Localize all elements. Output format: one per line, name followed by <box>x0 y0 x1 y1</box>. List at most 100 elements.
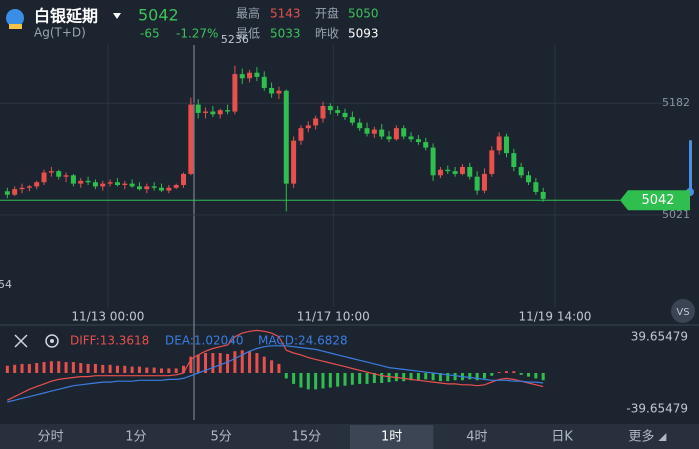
timeframe-tab[interactable]: 日K <box>551 430 573 445</box>
x-tick-label: 11/13 00:00 <box>71 310 144 324</box>
macd-label: MACD:24.6828 <box>258 334 348 348</box>
candle-body <box>467 166 473 177</box>
macd-bar <box>49 361 53 373</box>
timeframe-tab[interactable]: 1时 <box>381 430 402 445</box>
vs-label[interactable]: VS <box>676 307 689 318</box>
macd-bar <box>306 373 310 390</box>
macd-bar <box>504 371 508 373</box>
prev-close-label: 昨收 <box>315 27 339 41</box>
high-label: 最高 <box>236 6 260 21</box>
last-price: 5042 <box>138 6 179 25</box>
y-tick-label: -39.65479 <box>626 401 688 415</box>
vs-button[interactable] <box>671 299 695 323</box>
candle-body <box>136 186 142 190</box>
diff-line <box>7 329 544 401</box>
candle-body <box>269 87 275 94</box>
candle-body <box>503 136 509 154</box>
candle-body <box>489 150 495 174</box>
candle-body <box>342 112 348 118</box>
candle-body <box>225 110 231 112</box>
candle-body <box>357 122 363 129</box>
macd-bar <box>387 373 391 383</box>
diff-label: DIFF:13.3618 <box>70 334 149 348</box>
open-value: 5050 <box>348 7 379 21</box>
candle-body <box>56 171 62 177</box>
macd-bar <box>380 373 384 383</box>
low-value: 5033 <box>270 27 301 41</box>
candle-body <box>313 118 319 126</box>
macd-bar <box>453 373 457 381</box>
timeframe-tab[interactable]: 分时 <box>38 430 64 445</box>
candle-body <box>437 169 443 176</box>
settings-icon[interactable] <box>45 334 59 348</box>
last-price-tag-label: 5042 <box>641 193 674 208</box>
macd-bar <box>314 373 318 390</box>
timeframe-tab[interactable]: 4时 <box>466 430 487 445</box>
macd-bar <box>468 373 472 380</box>
candle-body <box>540 191 546 199</box>
close-indicator[interactable] <box>14 334 28 348</box>
macd-bar <box>527 373 531 377</box>
macd-bar <box>519 373 523 375</box>
low-marker-label: 54 <box>0 278 12 291</box>
dropdown-arrow[interactable] <box>113 13 121 19</box>
candle-body <box>254 72 260 77</box>
macd-bar <box>490 373 494 376</box>
candle-body <box>335 110 341 113</box>
candle-body <box>261 76 267 88</box>
prev-close-value: 5093 <box>348 27 379 41</box>
macd-bar <box>248 351 252 373</box>
app-icon-badge <box>9 24 22 29</box>
macd-bar <box>277 363 281 373</box>
macd-bar <box>262 356 266 373</box>
app-icon <box>6 9 24 27</box>
candle-body <box>158 187 164 191</box>
open-label: 开盘 <box>315 6 339 21</box>
timeframe-tab[interactable]: 5分 <box>210 430 231 445</box>
macd-bar <box>512 371 516 373</box>
dea-line <box>7 345 544 403</box>
macd-bar <box>255 353 259 373</box>
candle-body <box>526 175 532 183</box>
candle-body <box>379 129 385 137</box>
macd-bar <box>240 350 244 373</box>
candle-body <box>78 180 84 184</box>
macd-bar <box>372 373 376 383</box>
macd-bar <box>431 373 435 381</box>
scroll-handle[interactable] <box>689 140 692 195</box>
timeframe-tab[interactable]: 1分 <box>125 430 146 445</box>
macd-bar <box>204 353 208 373</box>
macd-bar <box>93 363 97 373</box>
macd-bar <box>130 366 134 373</box>
macd-bar <box>35 363 39 373</box>
macd-bar <box>534 373 538 379</box>
instrument-title[interactable]: 白银延期 <box>34 7 98 26</box>
high-value: 5143 <box>270 7 301 21</box>
candle-body <box>85 180 91 183</box>
macd-bar <box>218 353 222 373</box>
candle-body <box>298 128 304 141</box>
candle-body <box>393 128 399 140</box>
more-arrow[interactable] <box>658 433 667 441</box>
macd-bar <box>101 364 105 373</box>
candle-body <box>430 147 436 176</box>
candle-body <box>188 104 194 174</box>
y-tick-label: 5182 <box>662 96 690 109</box>
candle-body <box>305 125 311 129</box>
x-tick-label: 11/17 10:00 <box>297 310 370 324</box>
timeframe-tab[interactable]: 15分 <box>292 430 322 445</box>
candle-body <box>276 90 282 94</box>
macd-bar <box>409 373 413 381</box>
timeframe-tab[interactable]: 更多 <box>628 429 654 445</box>
candle-body <box>203 111 209 113</box>
candle-body <box>122 183 128 186</box>
settings-icon-dot <box>50 339 54 343</box>
candle-body <box>291 140 297 184</box>
macd-bar <box>446 373 450 382</box>
low-label: 最低 <box>236 27 260 41</box>
candle-body <box>533 182 539 192</box>
macd-bar <box>145 367 149 373</box>
macd-bar <box>321 373 325 389</box>
macd-bar <box>196 354 200 373</box>
candle-body <box>364 128 370 134</box>
